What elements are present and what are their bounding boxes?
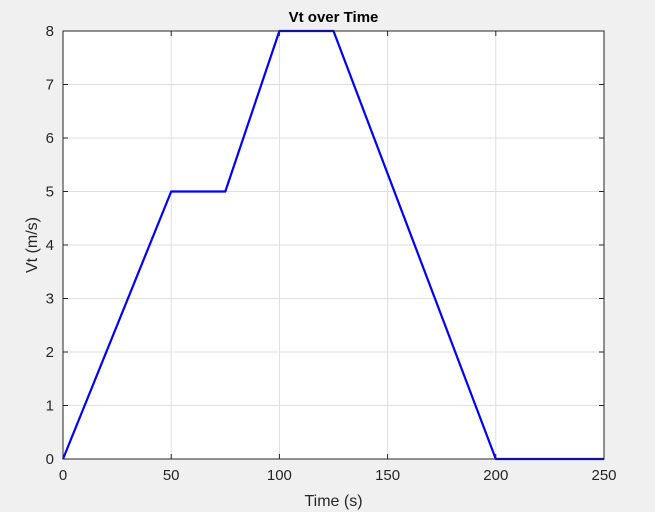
y-tick-label: 7 — [46, 77, 54, 94]
x-tick-label: 100 — [267, 467, 292, 484]
y-tick-label: 5 — [46, 184, 54, 201]
y-tick-label: 2 — [46, 344, 54, 361]
y-tick-label: 0 — [46, 451, 54, 468]
y-tick-label: 8 — [46, 23, 54, 40]
tick-marks — [62, 30, 605, 460]
y-axis-title: Vt (m/s) — [24, 217, 41, 273]
y-tick-label: 6 — [46, 130, 54, 147]
x-tick-label: 50 — [163, 467, 180, 484]
x-tick-label: 250 — [591, 467, 616, 484]
x-axis-title: Time (s) — [304, 493, 362, 510]
x-tick-label: 150 — [375, 467, 400, 484]
x-tick-label: 0 — [59, 467, 67, 484]
chart-title: Vt over Time — [289, 9, 379, 26]
y-tick-label: 4 — [46, 237, 54, 254]
tick-labels: 0 50 100 150 200 250 0 1 2 3 4 5 6 7 8 — [46, 23, 617, 484]
y-tick-label: 3 — [46, 291, 54, 308]
x-tick-label: 200 — [483, 467, 508, 484]
y-tick-label: 1 — [46, 398, 54, 415]
